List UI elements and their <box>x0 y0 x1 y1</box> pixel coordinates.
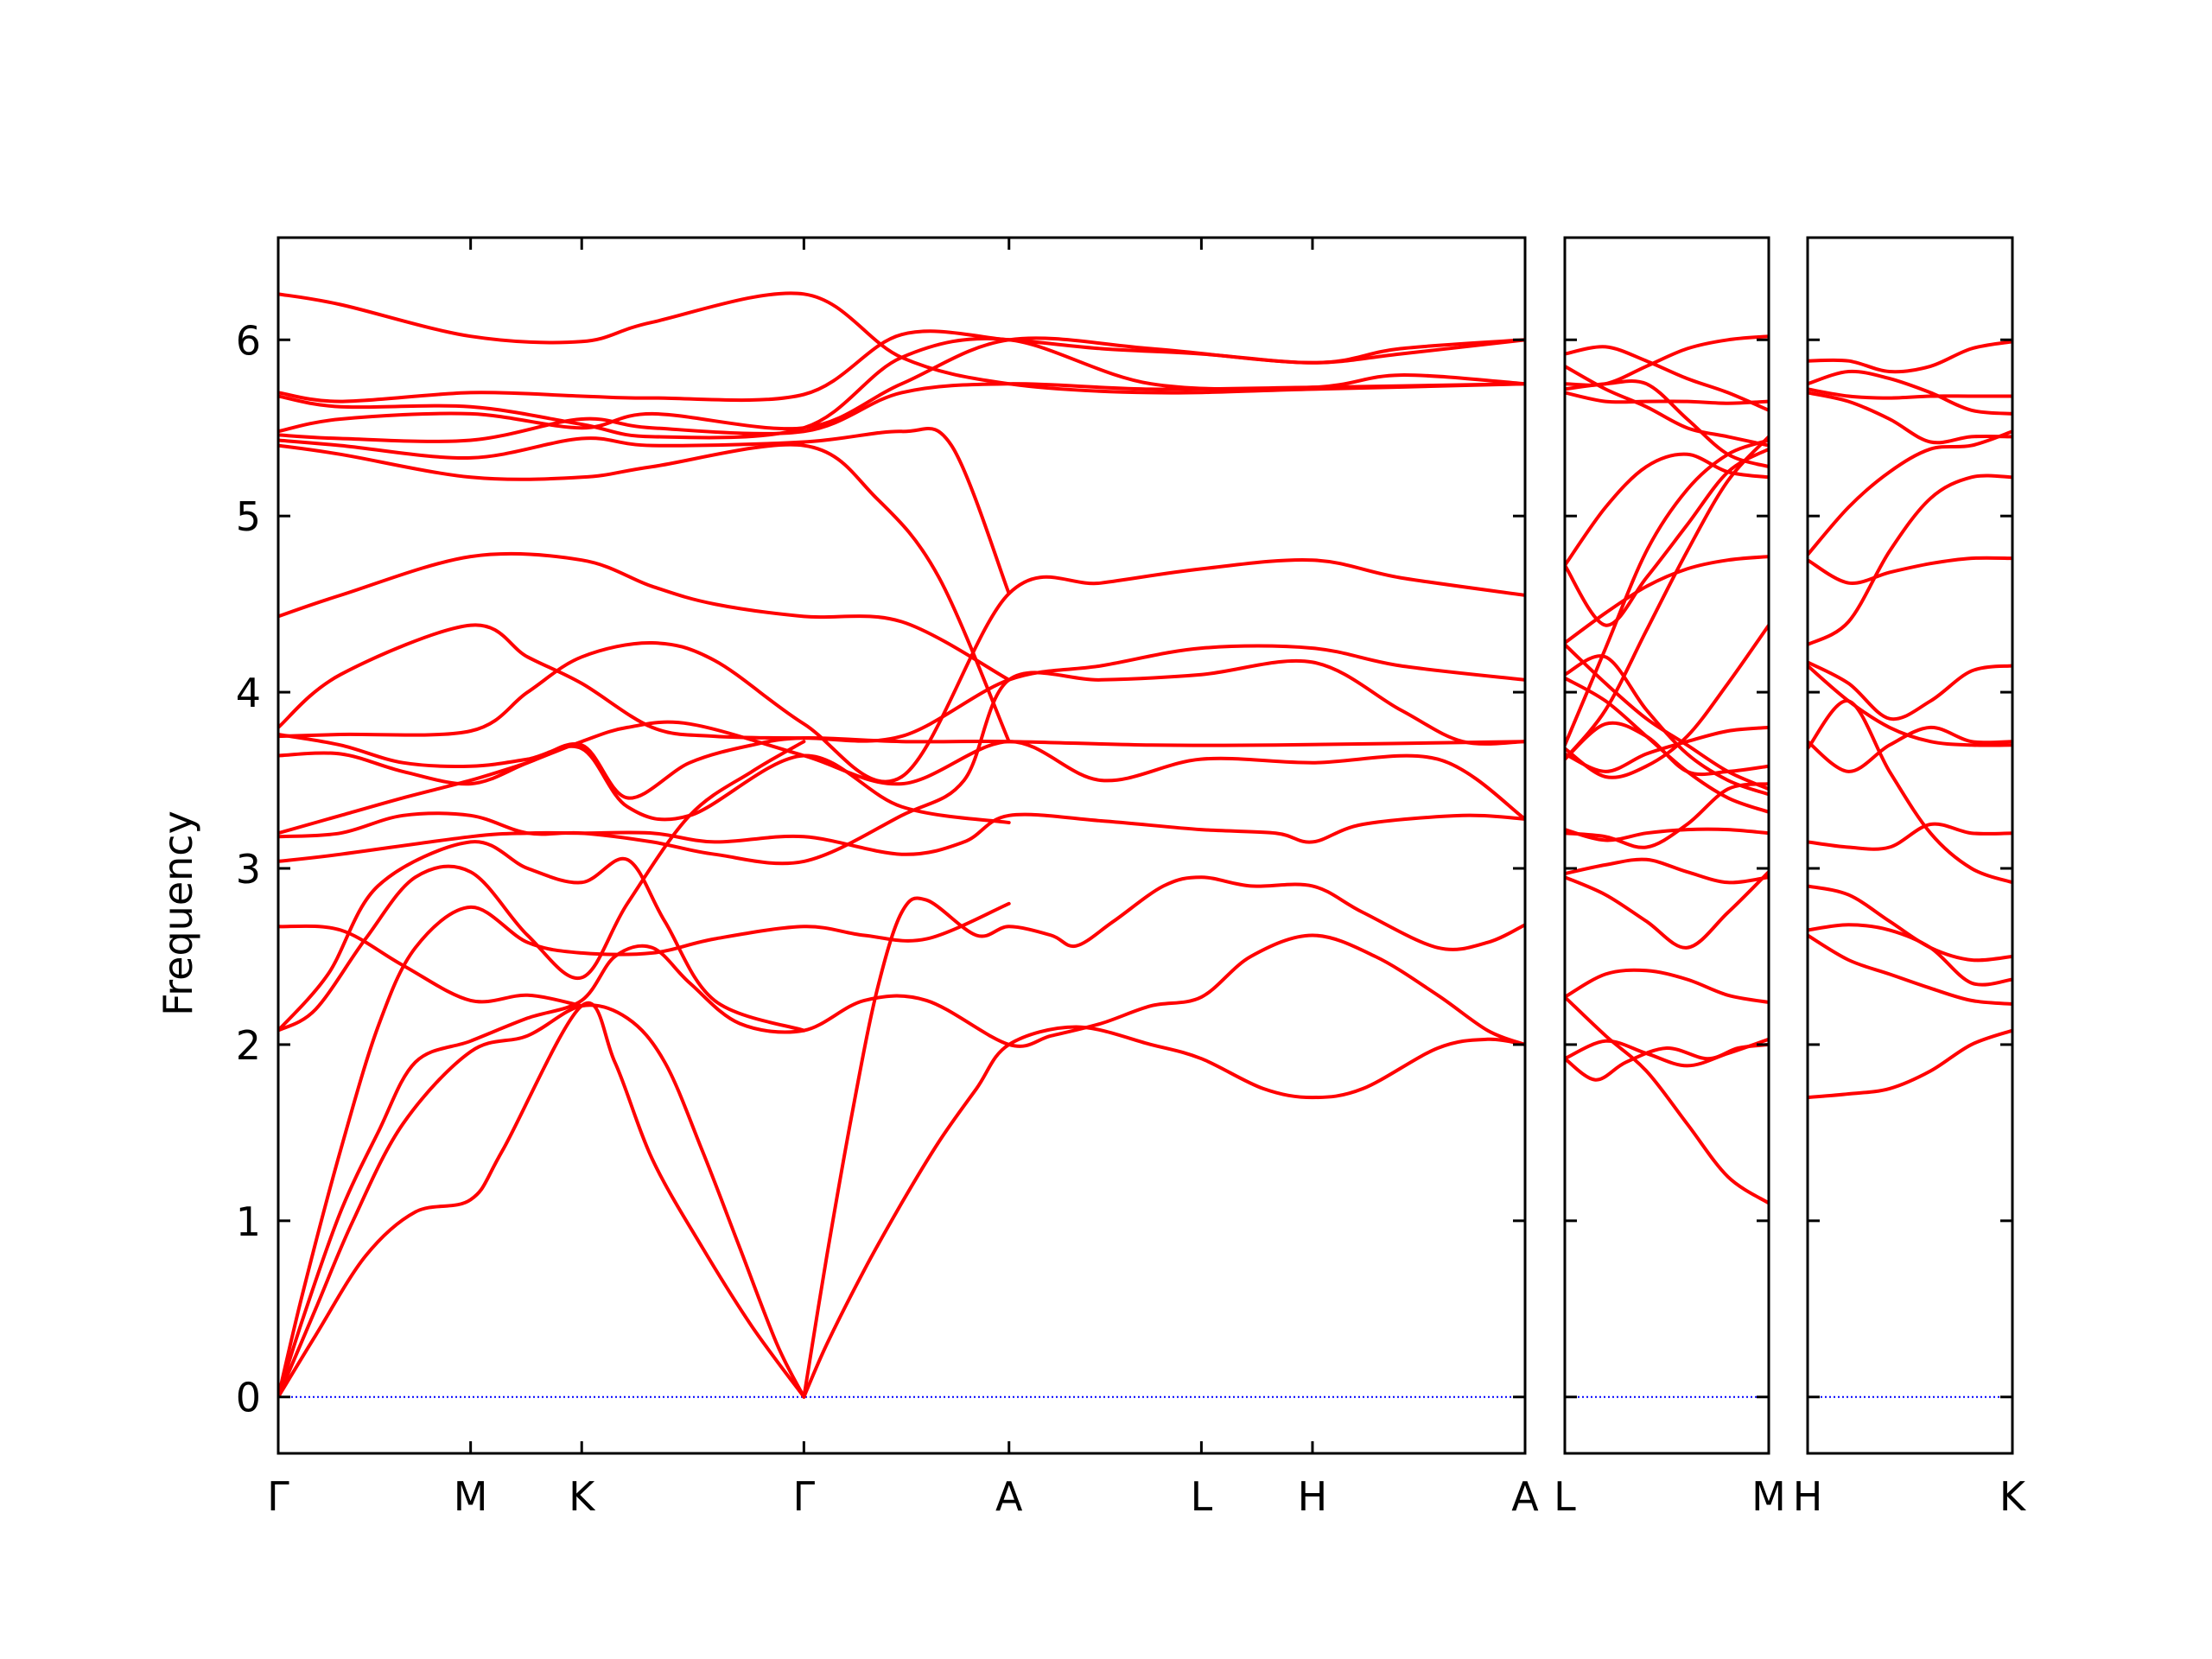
band-line <box>278 736 1525 836</box>
x-tick-label: H <box>1793 1473 1823 1520</box>
band-line <box>802 875 1525 1399</box>
band-line <box>278 551 1011 682</box>
band-line <box>278 557 1525 784</box>
band-line <box>1565 1037 1769 1068</box>
x-tick-label: Γ <box>793 1473 816 1520</box>
band-line <box>278 623 1525 743</box>
y-tick-label: 3 <box>236 846 261 893</box>
band-line <box>1808 933 2012 1006</box>
band-line <box>1565 968 1769 1004</box>
band-line <box>278 442 1011 744</box>
band-line <box>1565 452 1769 568</box>
band-line <box>1565 364 1769 448</box>
band-line <box>1808 660 2012 721</box>
band-line <box>1565 555 1769 645</box>
y-tick-label: 5 <box>236 493 261 540</box>
y-tick-labels: 0 1 2 3 4 5 6 <box>236 317 261 1421</box>
band-line <box>1565 435 1769 761</box>
x-tick-label: M <box>1751 1473 1786 1520</box>
x-tick-label: L <box>1191 1473 1213 1520</box>
band-line <box>1565 995 1769 1205</box>
band-line <box>1808 369 2012 416</box>
band-line <box>1565 345 1769 412</box>
y-tick-label: 0 <box>236 1375 261 1421</box>
bands <box>278 291 1525 1399</box>
bands <box>1565 334 1769 1205</box>
band-line <box>1808 822 2012 851</box>
x-tick-label: K <box>569 1473 596 1520</box>
band-line <box>278 924 584 1008</box>
x-tick-label: A <box>1511 1473 1539 1520</box>
y-tick-label: 4 <box>236 670 261 716</box>
band-line <box>1565 378 1769 469</box>
band-line <box>1565 870 1769 950</box>
x-tick-label: A <box>995 1473 1023 1520</box>
x-tick-label: Γ <box>267 1473 289 1520</box>
band-line <box>278 933 1525 1399</box>
band-line <box>1808 664 2012 747</box>
band-line <box>1808 556 2012 585</box>
band-line <box>1565 857 1769 885</box>
band-line <box>1808 340 2012 374</box>
band-line <box>278 336 1525 440</box>
band-line <box>1565 676 1769 814</box>
band-line <box>1808 387 2012 400</box>
band-line <box>1808 1028 2012 1100</box>
band-line <box>1808 391 2012 445</box>
y-tick-label: 1 <box>236 1198 261 1245</box>
band-line <box>1565 623 1769 779</box>
panel-frame <box>276 236 1527 1455</box>
band-line <box>278 720 1525 821</box>
x-tick-label: M <box>454 1473 488 1520</box>
band-line <box>278 812 1525 863</box>
band-line <box>1808 429 2012 556</box>
band-line <box>278 1003 806 1399</box>
band-line <box>278 1001 806 1399</box>
band-line <box>1565 782 1769 849</box>
band-line <box>802 1025 1525 1399</box>
band-line <box>1565 827 1769 842</box>
bands <box>1808 340 2012 1100</box>
band-line <box>278 329 1525 404</box>
band-line <box>278 658 1525 866</box>
band-line <box>278 427 1011 595</box>
band-line <box>278 740 806 1033</box>
x-tick-label: K <box>1999 1473 2027 1520</box>
band-line <box>278 733 1011 824</box>
band-line <box>1808 725 2012 773</box>
band-line <box>1565 1042 1769 1082</box>
band-line <box>1565 334 1769 387</box>
band-line <box>278 901 1011 1399</box>
y-tick-label: 2 <box>236 1022 261 1069</box>
band-line <box>1565 643 1769 791</box>
x-tick-label: L <box>1554 1473 1576 1520</box>
band-line <box>1808 474 2012 646</box>
band-line <box>1808 699 2012 885</box>
band-line <box>1808 884 2012 963</box>
y-tick-label: 6 <box>236 317 261 364</box>
x-tick-label: H <box>1298 1473 1328 1520</box>
y-axis-label: Frequency <box>155 810 201 1016</box>
band-line <box>278 840 806 1033</box>
band-line <box>1565 725 1769 773</box>
panel-frame <box>1563 236 1770 1455</box>
band-line <box>278 291 1525 395</box>
panel-frame <box>1806 236 2014 1455</box>
